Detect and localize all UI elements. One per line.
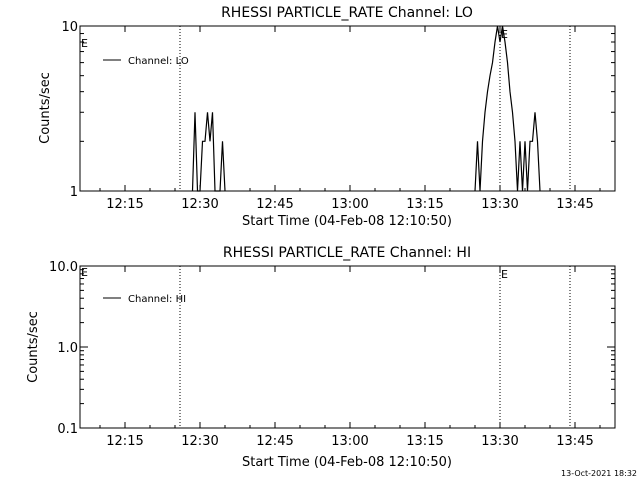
panel-hi: RHESSI PARTICLE_RATE Channel: HI 12:15 12… [26, 245, 616, 470]
x-axis-label-hi: Start Time (04-Feb-08 12:10:50) [242, 455, 452, 470]
y-tick-label-hi: 10.0 [49, 260, 78, 275]
x-tick-label-lo: 12:30 [181, 197, 218, 212]
x-tick-label-lo: 13:00 [331, 197, 368, 212]
plot-frame-hi [79, 265, 616, 429]
chart-title-hi: RHESSI PARTICLE_RATE Channel: HI [223, 245, 471, 261]
x-ticks-lo: 12:15 12:30 12:45 13:00 13:15 13:30 13:45 [99, 26, 601, 212]
x-tick-label-hi: 13:00 [331, 434, 368, 449]
plot-frame-lo [79, 25, 616, 192]
x-tick-label-lo: 13:45 [556, 197, 593, 212]
y-tick-label-hi: 0.1 [57, 422, 78, 437]
x-tick-label-hi: 12:15 [106, 434, 143, 449]
x-tick-label-hi: 13:45 [556, 434, 593, 449]
x-tick-label-hi: 12:45 [256, 434, 293, 449]
legend-label-lo: Channel: LO [128, 56, 189, 67]
corner-label-lo: E [81, 37, 88, 50]
event-label-lo: E [501, 28, 508, 41]
event-lines-hi: E [179, 266, 571, 428]
legend-label-hi: Channel: HI [128, 294, 186, 305]
chart-title-lo: RHESSI PARTICLE_RATE Channel: LO [221, 5, 473, 21]
series-line-lo [474, 25, 541, 192]
x-axis-label-lo: Start Time (04-Feb-08 12:10:50) [242, 214, 452, 229]
timestamp: 13-Oct-2021 18:32 [561, 469, 637, 478]
x-tick-label-lo: 12:15 [106, 197, 143, 212]
x-tick-label-lo: 13:15 [406, 197, 443, 212]
y-ticks-hi: 0.1 1.0 10.0 [49, 260, 615, 437]
y-axis-label-lo: Counts/sec [38, 72, 53, 144]
series-line-lo [191, 112, 226, 192]
x-tick-label-lo: 12:45 [256, 197, 293, 212]
corner-label-hi: E [81, 266, 88, 279]
y-ticks-lo: 1 10 [61, 20, 615, 200]
y-tick-label-hi: 1.0 [57, 341, 78, 356]
x-tick-label-hi: 13:30 [481, 434, 518, 449]
x-tick-label-lo: 13:30 [481, 197, 518, 212]
x-tick-label-hi: 13:15 [406, 434, 443, 449]
x-tick-label-hi: 12:30 [181, 434, 218, 449]
y-axis-label-hi: Counts/sec [26, 311, 41, 383]
x-ticks-hi: 12:15 12:30 12:45 13:00 13:15 13:30 13:45 [99, 266, 601, 449]
event-label-hi: E [501, 268, 508, 281]
y-tick-label-lo: 10 [61, 20, 78, 35]
y-tick-label-lo: 1 [70, 185, 78, 200]
event-lines-lo: E [179, 26, 571, 191]
panel-lo: RHESSI PARTICLE_RATE Channel: LO 12:15 12… [38, 5, 616, 229]
